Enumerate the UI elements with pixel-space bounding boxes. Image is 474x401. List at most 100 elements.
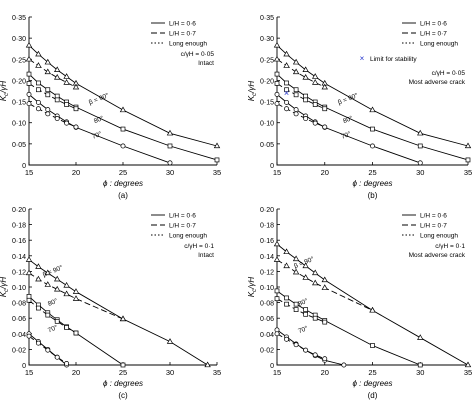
square-marker: [293, 87, 299, 93]
square-marker: [64, 102, 69, 107]
circle-marker: [54, 116, 60, 121]
circle-marker: [167, 160, 173, 166]
y-axis-label-denominator: /γH: [0, 81, 8, 94]
y-tick-label: 0: [22, 163, 26, 170]
square-marker: [36, 80, 41, 86]
triangle-marker: [35, 62, 42, 68]
circle-marker: [274, 101, 280, 107]
panel-caption: (a): [118, 191, 128, 200]
x-axis-label: ϕ : degrees: [352, 179, 392, 188]
triangle-marker: [119, 106, 127, 113]
square-marker: [64, 325, 69, 330]
square-marker: [45, 92, 51, 98]
y-tick-label: 0·25: [260, 57, 274, 64]
y-axis-label: Kc/γH: [0, 81, 10, 102]
y-tick-label: 0·15: [12, 100, 26, 107]
x-tick-label: 25: [368, 168, 376, 177]
circle-marker: [73, 124, 79, 130]
triangle-marker: [417, 334, 424, 340]
circle-marker: [54, 354, 60, 360]
x-tick-label: 15: [273, 168, 281, 177]
series-line: [276, 58, 325, 88]
axes-frame: [276, 17, 468, 166]
square-marker: [312, 102, 318, 107]
legend-label: L/H = 0·7: [169, 31, 196, 38]
circle-marker: [64, 120, 70, 126]
panel-d: 0 0·02 0·04 0·06 0·08 0·10 0·12 0·14 0·16 0·18 0·2…: [247, 207, 472, 400]
circle-marker: [35, 340, 41, 346]
legend-label: L/H = 0·6: [169, 21, 196, 28]
curve-label: 80°: [93, 114, 105, 125]
curve-label: 70°: [47, 323, 59, 334]
circle-marker: [120, 143, 126, 149]
triangle-marker: [44, 58, 51, 65]
x-tick-label: 35: [213, 168, 221, 177]
legend-label: L/H = 0·6: [420, 213, 447, 220]
triangle-marker: [321, 284, 328, 290]
square-marker: [54, 93, 60, 99]
x-tick-label: 20: [72, 368, 80, 377]
triangle-marker: [283, 50, 290, 57]
circle-marker: [303, 116, 309, 121]
curve-label: 80°: [47, 297, 59, 308]
circle-marker: [293, 107, 299, 113]
triangle-marker: [273, 256, 281, 262]
square-marker: [54, 97, 60, 103]
curve-label: 80°: [297, 297, 309, 308]
triangle-marker: [72, 288, 80, 294]
x-axis-label: ϕ : degrees: [103, 379, 143, 388]
x-axis-label: ϕ : degrees: [352, 379, 392, 388]
y-tick-label: 0·04: [260, 332, 274, 339]
triangle-marker: [25, 55, 33, 62]
legend: L/H = 0·6 L/H = 0·7 Long enough × Limit for …: [360, 21, 459, 64]
panel-annotation: Most adverse crack: [409, 252, 466, 259]
square-marker: [417, 362, 423, 368]
legend-label: Long enough: [169, 233, 207, 240]
x-tick-label: 30: [416, 168, 424, 177]
triangle-marker: [25, 256, 33, 262]
square-marker: [284, 301, 289, 307]
legend: L/H = 0·6 L/H = 0·7 Long enough: [151, 21, 207, 48]
square-marker: [73, 330, 79, 336]
square-marker: [45, 87, 51, 93]
y-axis-label-denominator: /γH: [247, 81, 256, 94]
triangle-marker: [292, 268, 300, 275]
limit-legend-marker: ×: [360, 54, 365, 63]
triangle-marker: [283, 62, 290, 68]
series-line: [28, 94, 171, 164]
triangle-marker: [369, 106, 376, 113]
panel-annotation: Most adverse crack: [409, 79, 466, 86]
triangle-marker: [273, 240, 281, 247]
x-tick-label: 20: [321, 368, 329, 377]
y-tick-label: 0·20: [12, 78, 26, 85]
triangle-marker: [464, 142, 472, 149]
square-marker: [303, 97, 308, 103]
y-tick-label: 0·16: [260, 238, 274, 245]
triangle-marker: [369, 306, 376, 313]
y-tick-label: 0: [270, 163, 274, 170]
legend-label: L/H = 0·7: [420, 223, 447, 230]
limit-legend-label: Limit for stability: [370, 56, 417, 63]
x-tick-label: 25: [119, 368, 127, 377]
y-tick-label: 0·10: [12, 121, 26, 128]
panel-a: 0 0·05 0·10 0·15 0·20 0·25 0·30 0·35 15 20 25 30 35 ϕ…: [0, 15, 221, 200]
square-marker: [120, 126, 126, 132]
triangle-marker: [63, 73, 70, 79]
y-tick-label: 0·08: [12, 301, 26, 308]
y-tick-label: 0·14: [12, 254, 26, 261]
triangle-marker: [273, 55, 281, 62]
y-tick-label: 0·35: [12, 15, 26, 22]
square-marker: [303, 307, 308, 312]
y-tick-label: 0·12: [12, 269, 26, 276]
series-line: [28, 58, 77, 88]
triangle-marker: [166, 129, 174, 136]
y-tick-label: 0·10: [260, 285, 274, 292]
triangle-marker: [54, 73, 61, 80]
panel-annotation: c/γH = 0·05: [181, 51, 215, 58]
square-marker: [274, 296, 280, 302]
curve-label: 70°: [340, 130, 352, 141]
square-marker: [322, 106, 328, 112]
y-axis-label-subscript: c: [4, 93, 10, 96]
circle-marker: [26, 91, 32, 97]
y-tick-label: 0·04: [12, 332, 26, 339]
